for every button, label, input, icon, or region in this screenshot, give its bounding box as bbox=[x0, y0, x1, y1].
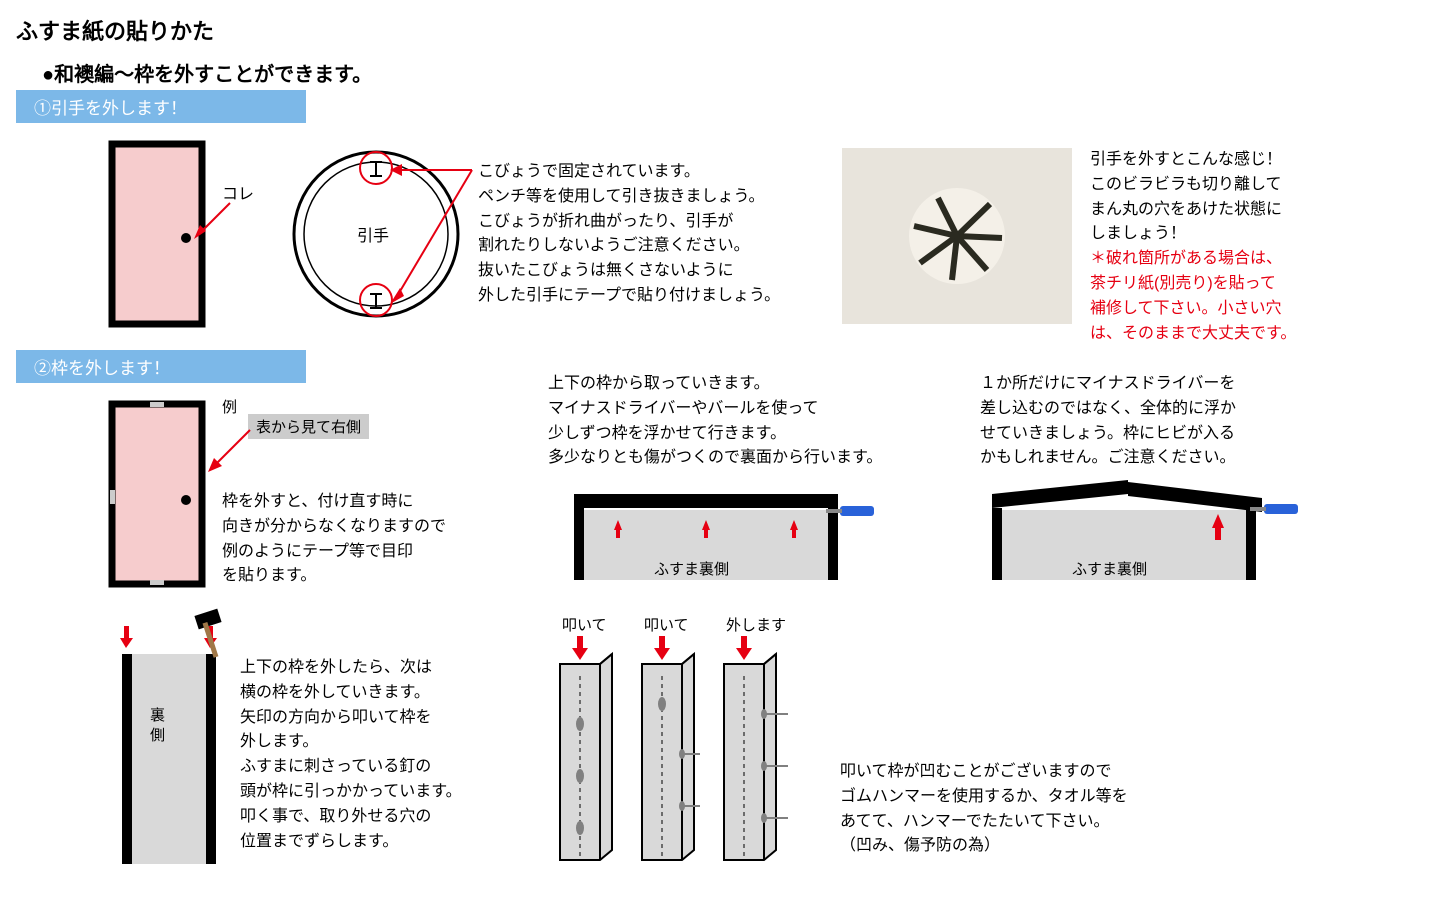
text-line: 矢印の方向から叩いて枠を bbox=[240, 706, 462, 731]
text-line: 割れたりしないようご注意ください。 bbox=[478, 234, 780, 259]
text-line: かもしれません。ご注意ください。 bbox=[980, 446, 1236, 471]
col-label-1: 叩いて bbox=[562, 614, 607, 635]
step1-hole-photo bbox=[842, 148, 1072, 324]
text-line: 外します。 bbox=[240, 730, 462, 755]
text-line: 茶チリ紙(別売り)を貼って bbox=[1090, 272, 1296, 297]
text-line: 枠を外すと、付け直す時に bbox=[222, 490, 446, 515]
back-label-2: ふすま裏側 bbox=[1072, 558, 1147, 579]
text-line: は、そのままで大丈夫です。 bbox=[1090, 322, 1296, 347]
text-line: あてて、ハンマーでたたいて下さい。 bbox=[840, 810, 1128, 835]
page-title: ふすま紙の貼りかた bbox=[16, 14, 214, 46]
page-subtitle: ●和襖編〜枠を外すことができます。 bbox=[42, 58, 372, 87]
text-line: 例のようにテープ等で目印 bbox=[222, 540, 446, 565]
text-line: 少しずつ枠を浮かせて行きます。 bbox=[548, 422, 882, 447]
text-line: 上下の枠を外したら、次は bbox=[240, 656, 462, 681]
text-line: 叩いて枠が凹むことがございますので bbox=[840, 760, 1128, 785]
text-line: ゴムハンマーを使用するか、タオル等を bbox=[840, 785, 1128, 810]
text-line: こびょうで固定されています。 bbox=[478, 160, 780, 185]
step2-middle-text: 上下の枠から取っていきます。 マイナスドライバーやバールを使って 少しずつ枠を浮… bbox=[548, 372, 882, 471]
text-line: 上下の枠から取っていきます。 bbox=[548, 372, 882, 397]
text-line: 位置までずらします。 bbox=[240, 830, 462, 855]
text-line: マイナスドライバーやバールを使って bbox=[548, 397, 882, 422]
text-line: 多少なりとも傷がつくので裏面から行います。 bbox=[548, 446, 882, 471]
step3-description: 上下の枠を外したら、次は 横の枠を外していきます。 矢印の方向から叩いて枠を 外… bbox=[240, 656, 462, 854]
kore-arrow-icon bbox=[190, 195, 240, 245]
text-line: 差し込むのではなく、全体的に浮か bbox=[980, 397, 1236, 422]
rei-label: 例 bbox=[222, 396, 237, 417]
text-line: しましょう！ bbox=[1090, 222, 1296, 247]
text-line: 引手を外すとこんな感じ！ bbox=[1090, 148, 1296, 173]
text-line: 頭が枠に引っかかっています。 bbox=[240, 780, 462, 805]
step2-description: 枠を外すと、付け直す時に 向きが分からなくなりますので 例のようにテープ等で目印… bbox=[222, 490, 446, 589]
text-line: せていきましょう。枠にヒビが入る bbox=[980, 422, 1236, 447]
text-line: 抜いたこびょうは無くさないように bbox=[478, 259, 780, 284]
text-line: 叩く事で、取り外せる穴の bbox=[240, 805, 462, 830]
text-line: 外した引手にテープで貼り付けましょう。 bbox=[478, 284, 780, 309]
step2-arrow-icon bbox=[200, 420, 260, 480]
text-line: ペンチ等を使用して引き抜きましょう。 bbox=[478, 185, 780, 210]
step3-right-text: 叩いて枠が凹むことがございますので ゴムハンマーを使用するか、タオル等を あてて… bbox=[840, 760, 1128, 859]
text-line: 横の枠を外していきます。 bbox=[240, 681, 462, 706]
text-line: 向きが分からなくなりますので bbox=[222, 515, 446, 540]
text-line: まん丸の穴をあけた状態に bbox=[1090, 198, 1296, 223]
hikite-label: 引手 bbox=[357, 222, 389, 246]
step1-header: ①引手を外します！ bbox=[16, 90, 306, 123]
step2-right-text: １か所だけにマイナスドライバーを 差し込むのではなく、全体的に浮か せていきまし… bbox=[980, 372, 1236, 471]
step1-arrow-lines-icon bbox=[390, 140, 490, 330]
text-line: （凹み、傷予防の為） bbox=[840, 834, 1128, 859]
col-label-2: 叩いて bbox=[644, 614, 689, 635]
text-line: このビラビラも切り離して bbox=[1090, 173, 1296, 198]
text-line: ふすまに刺さっている釘の bbox=[240, 755, 462, 780]
step2-header: ②枠を外します！ bbox=[16, 350, 306, 383]
text-line: を貼ります。 bbox=[222, 564, 446, 589]
step1-description: こびょうで固定されています。 ペンチ等を使用して引き抜きましょう。 こびょうが折… bbox=[478, 160, 780, 309]
back-label-1: ふすま裏側 bbox=[654, 558, 729, 579]
uragawa-label: 裏側 bbox=[150, 706, 165, 745]
tape-direction-label: 表から見て右側 bbox=[248, 414, 369, 439]
text-line: １か所だけにマイナスドライバーを bbox=[980, 372, 1236, 397]
hammer-icon bbox=[192, 608, 238, 664]
step3-columns-diagram bbox=[550, 636, 810, 866]
text-line: こびょうが折れ曲がったり、引手が bbox=[478, 210, 780, 235]
text-line: ＊破れ箇所がある場合は、 bbox=[1090, 247, 1296, 272]
step1-right-text: 引手を外すとこんな感じ！ このビラビラも切り離して まん丸の穴をあけた状態に し… bbox=[1090, 148, 1296, 346]
col-label-3: 外します bbox=[726, 614, 786, 635]
text-line: 補修して下さい。小さい穴 bbox=[1090, 297, 1296, 322]
